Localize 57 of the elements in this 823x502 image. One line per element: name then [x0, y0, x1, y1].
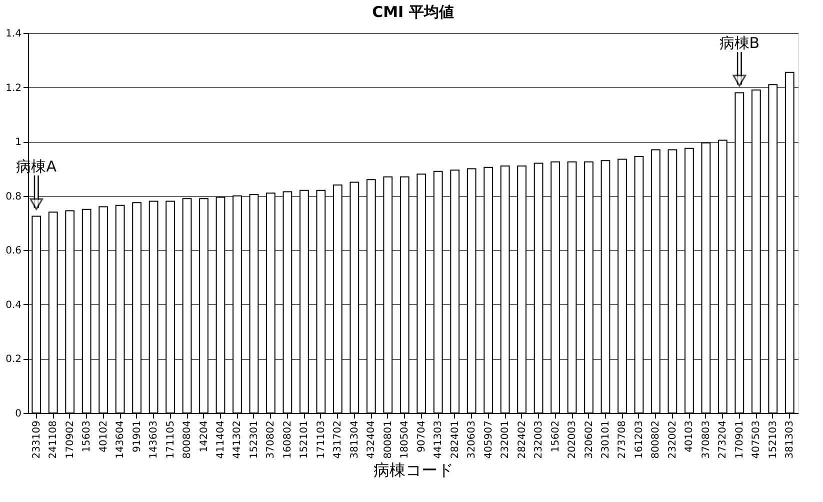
x-tick-label: 143604 — [115, 420, 126, 459]
y-tick-label: 1.4 — [6, 28, 22, 40]
annotation: 病棟B — [719, 34, 760, 52]
x-tick-label: 441303 — [433, 420, 444, 459]
x-tick-label: 171103 — [316, 420, 327, 459]
x-tick-label: 15603 — [82, 420, 93, 452]
x-tick-label: 273708 — [617, 420, 628, 459]
x-tick-label: 14204 — [198, 420, 210, 452]
x-tick-label: 441302 — [232, 420, 244, 459]
x-tick-label: 160802 — [282, 420, 294, 459]
x-tick-label: 320602 — [584, 420, 595, 459]
x-tick-label: 170901 — [734, 420, 746, 459]
x-tick-label: 370802 — [266, 420, 277, 459]
y-tick-label: 0 — [15, 408, 22, 420]
x-tick-label: 171105 — [165, 420, 176, 459]
x-tick-label: 232001 — [500, 420, 512, 459]
x-tick-label: 40103 — [684, 420, 696, 452]
y-tick-label: 1 — [15, 137, 22, 148]
x-tick-label: 233109 — [31, 420, 42, 459]
x-tick-label: 152301 — [248, 420, 260, 459]
x-tick-label: 170902 — [64, 420, 76, 459]
x-tick-label: 431702 — [332, 420, 344, 459]
x-tick-label: 273204 — [718, 420, 729, 459]
x-tick-label: 152103 — [768, 420, 779, 459]
x-tick-label: 432404 — [366, 420, 378, 459]
x-tick-label: 232003 — [534, 420, 545, 459]
x-tick-label: 381304 — [349, 420, 360, 459]
x-tick-label: 152101 — [299, 420, 310, 459]
x-tick-label: 800801 — [382, 420, 394, 459]
y-tick-label: 1.2 — [6, 82, 22, 94]
x-tick-label: 40102 — [98, 420, 110, 452]
x-tick-label: 91901 — [132, 420, 143, 452]
y-tick-label: 0.6 — [6, 246, 22, 257]
x-tick-label: 282402 — [516, 420, 528, 459]
x-tick-label: 411404 — [216, 420, 226, 459]
x-tick-label: 230101 — [600, 420, 612, 459]
y-tick-label: 0.2 — [6, 354, 22, 366]
y-tick-label: 0.4 — [6, 300, 22, 311]
x-tick-label: 202003 — [567, 420, 578, 459]
x-tick-label: 405907 — [483, 420, 494, 459]
x-tick-label: 180504 — [400, 420, 411, 459]
x-tick-label: 90704 — [416, 420, 428, 452]
x-axis-title: 病棟コード — [374, 460, 454, 480]
x-tick-label: 370803 — [700, 420, 712, 459]
x-tick-label: 282401 — [450, 420, 461, 459]
x-tick-label: 232002 — [667, 420, 678, 459]
x-tick-label: 241108 — [48, 420, 60, 459]
x-tick-label: 15602 — [550, 420, 562, 452]
x-tick-label: 381303 — [784, 420, 796, 459]
chart-title: CMI 平均値 — [372, 3, 454, 21]
y-tick-label: 0.8 — [6, 191, 22, 202]
x-tick-label: 320603 — [466, 420, 478, 459]
x-tick-label: 800802 — [650, 420, 662, 459]
x-tick-label: 800804 — [182, 420, 194, 459]
x-tick-label: 161203 — [634, 420, 645, 459]
x-tick-label: 407503 — [751, 420, 762, 459]
x-tick-label: 143603 — [148, 420, 160, 459]
